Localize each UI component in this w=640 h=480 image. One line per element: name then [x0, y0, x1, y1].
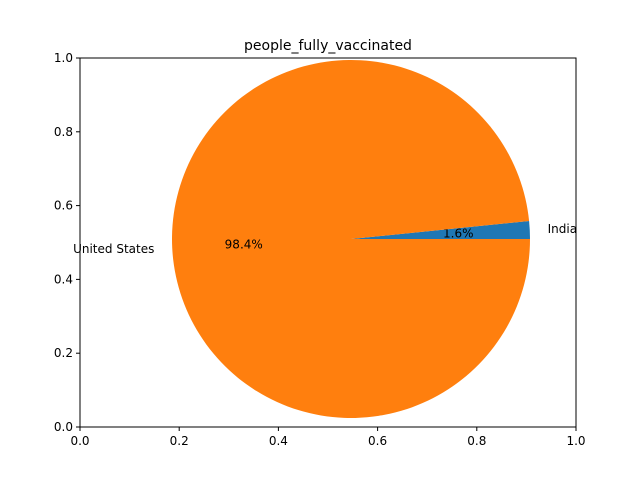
- x-axis: 0.0 0.2 0.4 0.6 0.8 1.0: [70, 427, 586, 448]
- slices-layer: India 1.6% United States 98.4%: [73, 59, 577, 419]
- y-tick-label: 0.0: [54, 420, 73, 434]
- x-tick-label: 0.8: [467, 434, 486, 448]
- pie-slice-india: [351, 221, 530, 239]
- x-tick-label: 0.6: [368, 434, 387, 448]
- chart-title: people_fully_vaccinated: [244, 38, 412, 54]
- y-tick-label: 0.6: [54, 199, 73, 213]
- y-tick-label: 1.0: [54, 51, 73, 65]
- pct-label-india: 1.6%: [443, 227, 474, 241]
- y-tick-label: 0.4: [54, 272, 73, 286]
- slice-label-india: India: [548, 222, 577, 236]
- x-tick-label: 1.0: [566, 434, 585, 448]
- slice-label-united-states: United States: [73, 242, 154, 256]
- x-tick-label: 0.0: [70, 434, 89, 448]
- x-tick-label: 0.4: [269, 434, 288, 448]
- y-axis: 0.0 0.2 0.4 0.6 0.8 1.0: [54, 51, 80, 434]
- pie-slice-united-states: [171, 59, 530, 419]
- y-tick-label: 0.2: [54, 346, 73, 360]
- y-tick-label: 0.8: [54, 125, 73, 139]
- pct-label-united-states: 98.4%: [225, 237, 263, 251]
- x-tick-label: 0.2: [170, 434, 189, 448]
- axes-frame: [79, 57, 577, 428]
